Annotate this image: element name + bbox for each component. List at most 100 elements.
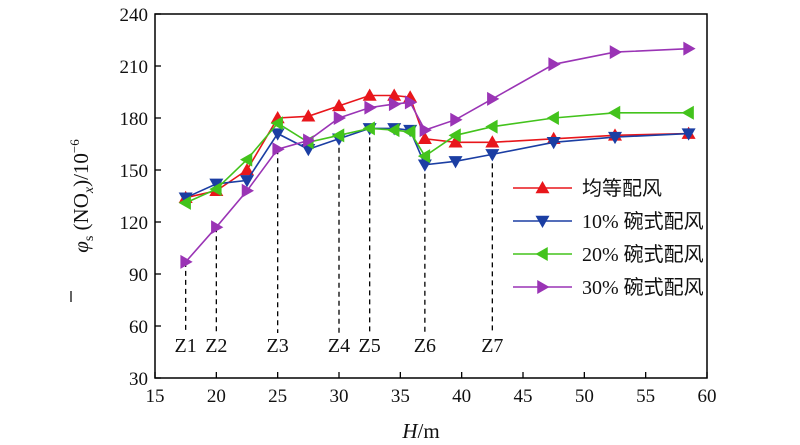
y-tick-label: 60: [129, 317, 148, 338]
legend-item: 20% 碗式配风: [513, 243, 704, 266]
data-point: [681, 105, 694, 120]
y-tick-label: 240: [120, 5, 149, 26]
data-point: [178, 192, 193, 205]
x-tick-label: 60: [698, 386, 717, 407]
data-point: [485, 119, 498, 134]
data-point: [448, 135, 463, 148]
data-point: [548, 57, 561, 72]
axis-ticks: 15 20 25 30 35 40 45 50 55 60 30 60 90 120 150 180 210 24…: [120, 5, 717, 407]
data-point: [485, 135, 500, 148]
x-tick-label: 25: [268, 386, 287, 407]
legend-marker: [535, 181, 550, 194]
data-point: [388, 97, 402, 112]
data-point: [450, 112, 463, 127]
data-point: [332, 98, 346, 112]
legend-label: 20% 碗式配风: [582, 243, 704, 266]
x-tick-label: 35: [391, 386, 410, 407]
data-point: [387, 123, 400, 138]
data-point: [546, 111, 559, 125]
data-point: [241, 183, 254, 198]
data-point: [240, 152, 253, 167]
zone-label: Z6: [414, 335, 436, 357]
x-tick-label: 20: [207, 386, 226, 407]
y-axis-title-paren: (NO: [69, 193, 93, 236]
data-point: [272, 142, 285, 157]
y-tick-label: 90: [129, 265, 148, 286]
zone-label: Z5: [359, 335, 381, 357]
series-3: [180, 41, 696, 269]
data-point: [608, 105, 621, 120]
data-point: [270, 128, 285, 141]
zone-label: Z7: [481, 335, 503, 357]
data-point: [240, 175, 254, 188]
legend-label: 均等配风: [582, 177, 662, 200]
data-point: [683, 41, 696, 56]
x-tick-label: 45: [514, 386, 533, 407]
data-point: [211, 220, 224, 235]
data-point: [240, 163, 254, 176]
y-axis-title-tail: )/10: [69, 153, 93, 187]
data-point: [364, 100, 377, 115]
data-point: [332, 128, 345, 143]
data-point: [419, 123, 432, 138]
x-axis-title: H/m: [401, 419, 439, 443]
zone-guide-lines: [185, 128, 493, 333]
data-point: [546, 137, 561, 150]
x-axis-title-unit: /m: [418, 419, 440, 443]
x-tick-label: 55: [636, 386, 655, 407]
legend-item: 均等配风: [513, 177, 662, 200]
legend-item: 10% 碗式配风: [513, 210, 704, 233]
x-tick-label: 15: [146, 386, 165, 407]
legend-item: 30% 碗式配风: [513, 276, 704, 299]
data-point: [485, 149, 500, 162]
legend-label: 30% 碗式配风: [582, 276, 704, 299]
data-point: [609, 45, 622, 60]
data-point: [448, 156, 463, 169]
data-point: [180, 254, 193, 269]
y-axis-title-sub: s: [82, 236, 97, 241]
x-axis-title-symbol: H: [401, 419, 419, 443]
x-tick-label: 30: [330, 386, 349, 407]
data-point: [681, 128, 696, 141]
data-point: [209, 178, 224, 191]
data-point: [333, 111, 346, 125]
x-tick-label: 50: [575, 386, 594, 407]
data-point: [362, 88, 377, 101]
zone-label: Z2: [205, 335, 227, 357]
data-point: [417, 131, 432, 145]
y-tick-label: 180: [120, 109, 149, 130]
y-tick-label: 150: [120, 161, 149, 182]
series-2: [178, 105, 694, 210]
legend-marker: [537, 280, 550, 294]
x-tick-label: 40: [452, 386, 471, 407]
y-tick-label: 30: [129, 369, 148, 390]
legend-marker: [535, 215, 550, 228]
y-axis-title-exp: −6: [67, 139, 82, 153]
zone-labels: Z1 Z2 Z3 Z4 Z5 Z6 Z7: [175, 335, 504, 357]
data-point: [178, 195, 191, 210]
plot-area-frame: [154, 13, 708, 379]
zone-label: Z4: [328, 335, 350, 357]
data-point: [209, 182, 222, 197]
data-point: [487, 91, 500, 106]
data-point: [417, 159, 432, 172]
data-point: [301, 109, 316, 122]
y-axis-title-x: x: [82, 186, 97, 194]
data-point: [362, 121, 375, 136]
legend-marker: [535, 247, 548, 261]
data-point: [417, 149, 431, 164]
data-point: [448, 128, 461, 143]
y-axis-title: φs (NOx)/10−6: [67, 139, 97, 253]
data-point: [608, 131, 622, 145]
data-point: [403, 124, 416, 139]
legend-label: 10% 碗式配风: [582, 210, 704, 233]
data-point: [303, 133, 316, 148]
y-axis-title-phi: φ: [69, 241, 93, 253]
legend: 均等配风 10% 碗式配风 20% 碗式配风 30% 碗式配风: [513, 177, 704, 299]
y-axis-title-group: φs (NOx)/10−6: [67, 139, 97, 302]
data-point: [404, 95, 418, 110]
series-layer: [178, 41, 696, 269]
data-point: [270, 116, 283, 131]
data-point: [387, 88, 402, 101]
